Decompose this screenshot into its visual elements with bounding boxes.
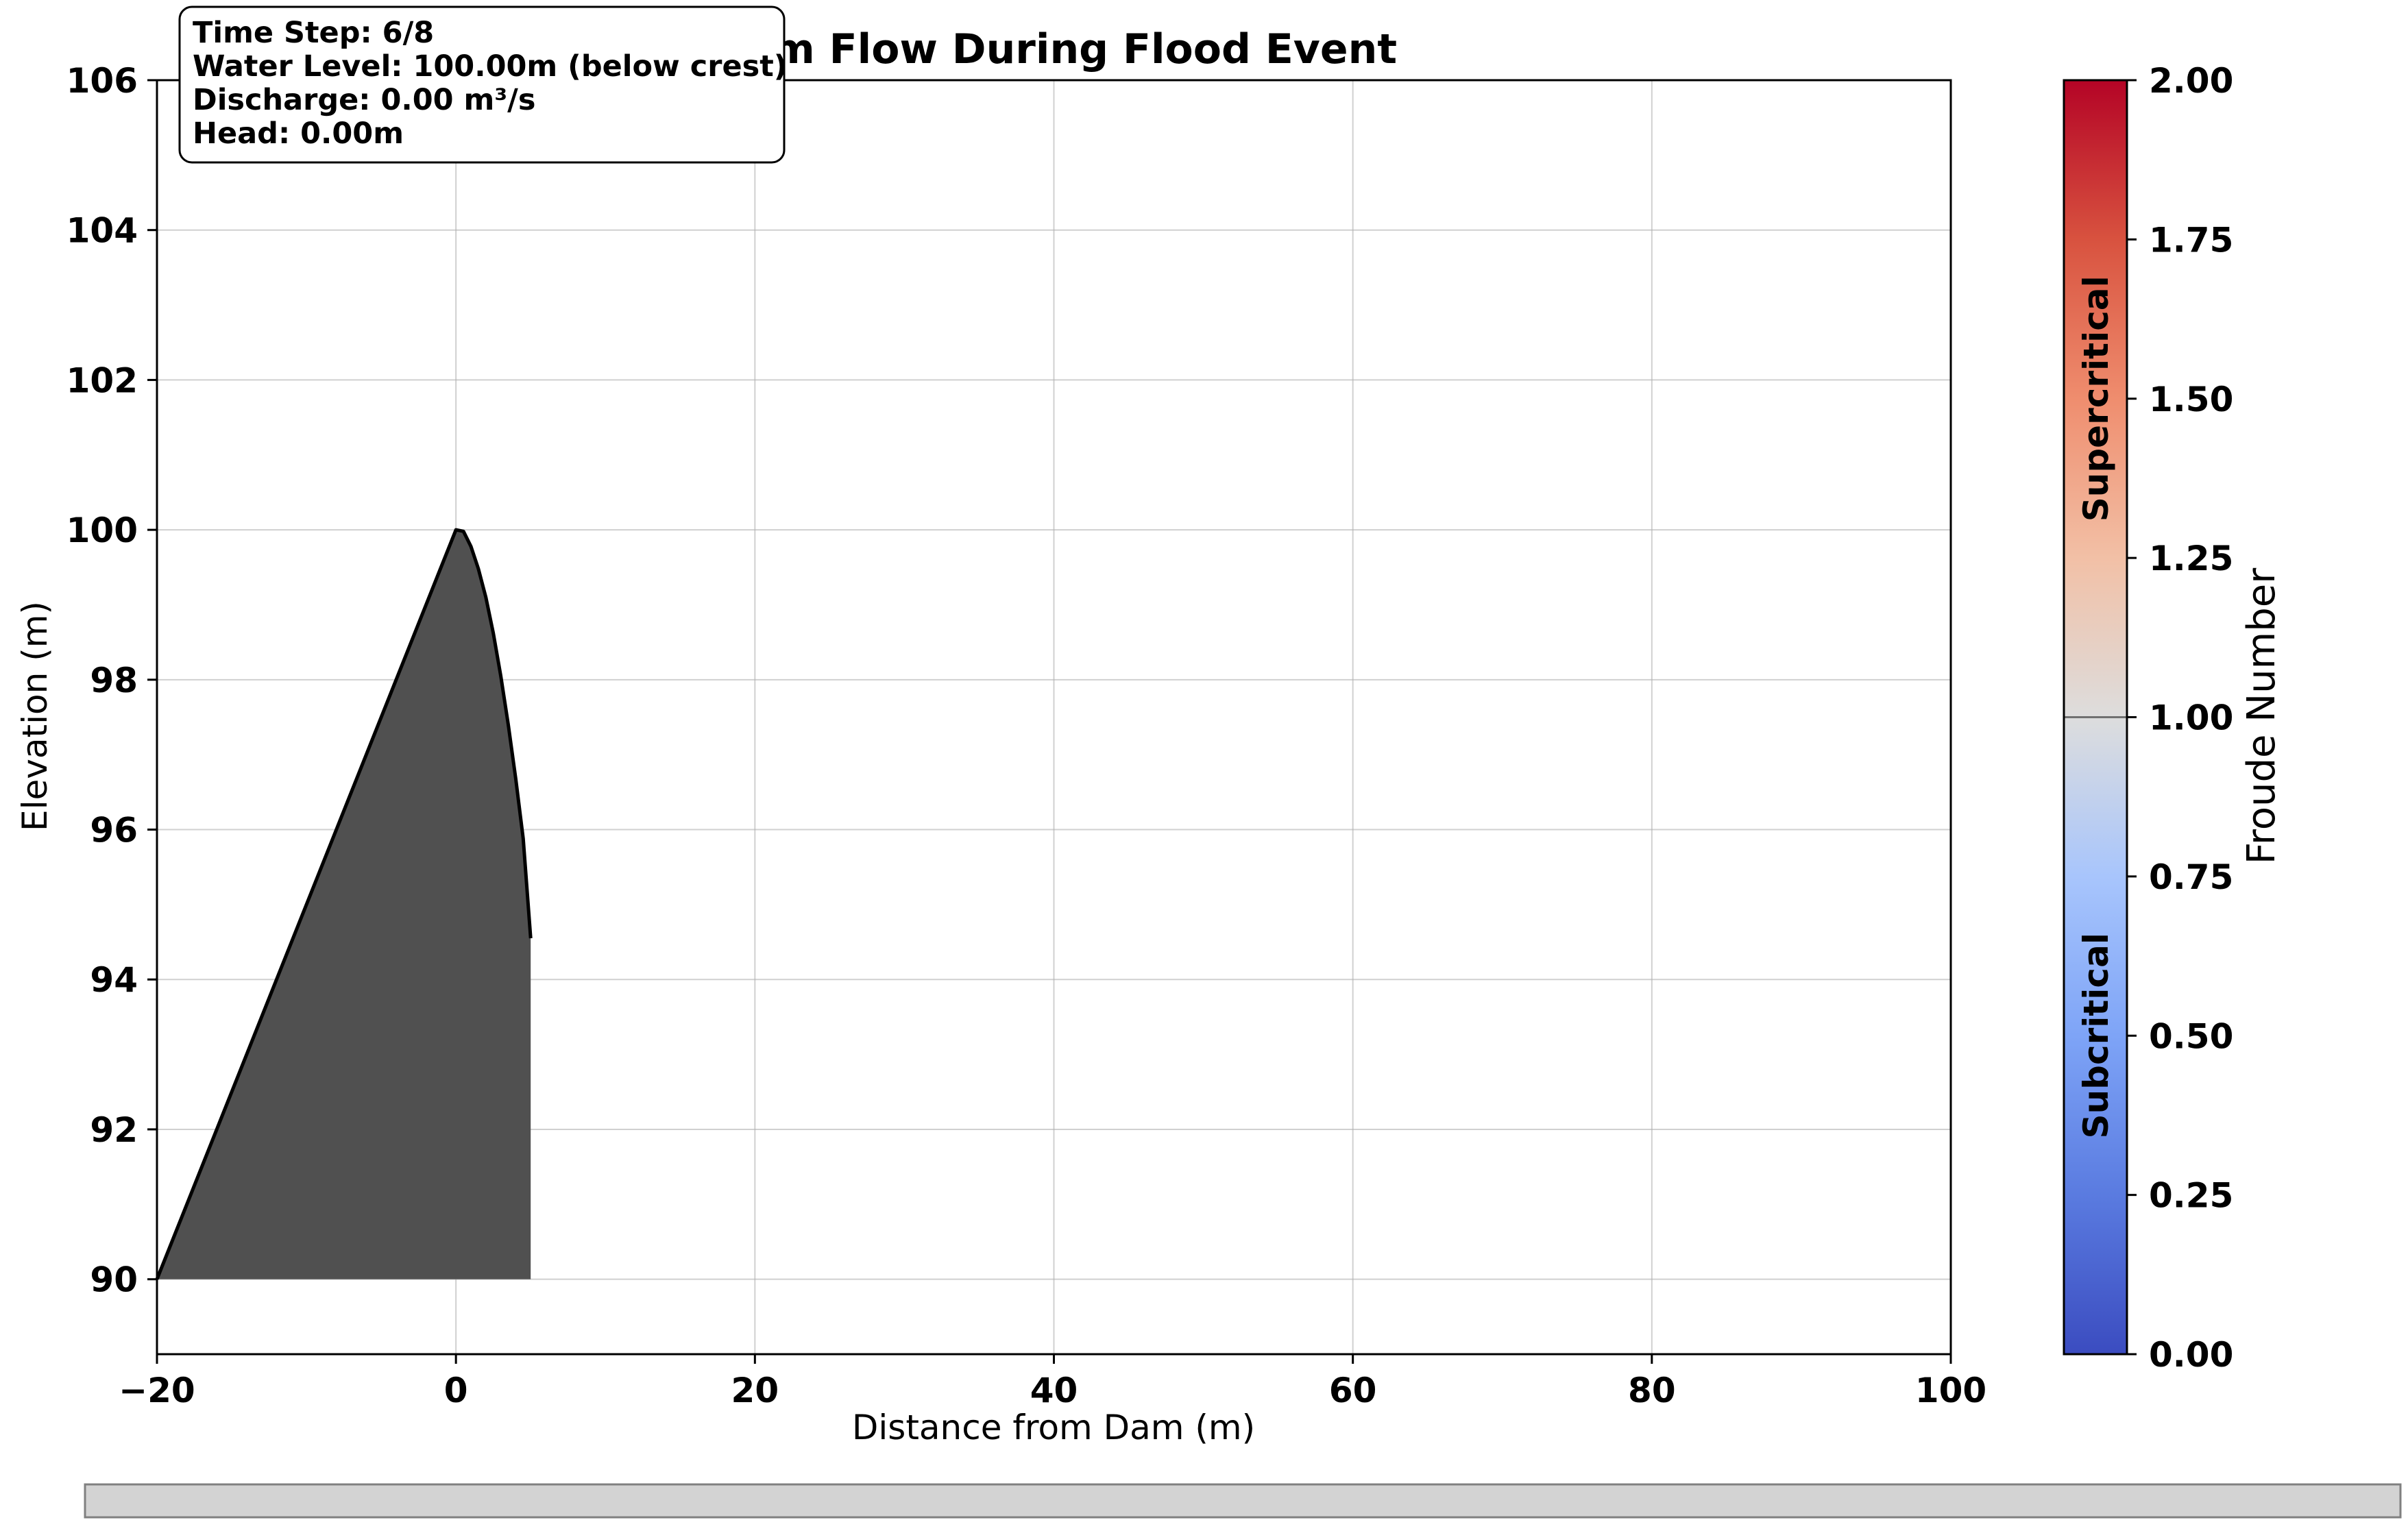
flow-regime-label: Subcritical <box>2076 933 2116 1138</box>
y-axis-label: Elevation (m) <box>15 601 55 831</box>
x-tick-label: 80 <box>1628 1371 1676 1410</box>
info-time-step: Time Step: 6/8 <box>193 16 434 50</box>
y-tick-label: 90 <box>90 1260 138 1300</box>
y-tick-label: 106 <box>66 61 138 101</box>
colorbar-tick-label: 1.75 <box>2149 220 2233 260</box>
info-water-level: Water Level: 100.00m (below crest) <box>193 49 787 84</box>
x-axis-label: Distance from Dam (m) <box>852 1408 1255 1447</box>
y-tick-label: 92 <box>90 1110 138 1150</box>
axis-ticks: −20 0 20 40 60 80 100 90 92 94 96 98 100 102 104 106 <box>66 61 1987 1410</box>
colorbar-tick-label: 2.00 <box>2149 61 2233 101</box>
slider-track[interactable] <box>84 1483 2402 1519</box>
x-tick-label: −20 <box>119 1371 195 1410</box>
colorbar-tick-label: 0.00 <box>2149 1335 2233 1375</box>
x-tick-label: 100 <box>1915 1371 1986 1410</box>
data-layer <box>155 528 533 1280</box>
y-tick-label: 102 <box>66 360 138 400</box>
chart-title: Dam Flow During Flood Event <box>710 25 1397 73</box>
x-tick-label: 60 <box>1329 1371 1377 1410</box>
colorbar-ticks: 0.00 0.25 0.50 0.75 1.00 1.25 1.50 1.75 2.00 Subc… <box>2064 61 2233 1375</box>
colorbar-tick-label: 0.50 <box>2149 1016 2233 1056</box>
info-box: Time Step: 6/8 Water Level: 100.00m (bel… <box>178 5 787 164</box>
flow-regime-label: Supercritical <box>2076 275 2116 522</box>
colorbar-frame <box>2063 79 2128 1356</box>
colorbar-label: Froude Number <box>2239 567 2284 864</box>
dam-body <box>157 530 531 1279</box>
colorbar-tick-label: 0.75 <box>2149 857 2233 897</box>
info-box-frame <box>178 5 786 164</box>
y-tick-label: 98 <box>90 661 138 700</box>
colorbar-tick-label: 0.25 <box>2149 1176 2233 1216</box>
x-tick-label: 0 <box>444 1371 468 1410</box>
y-tick-label: 94 <box>90 960 138 1000</box>
info-head: Head: 0.00m <box>193 117 404 151</box>
colorbar-tick-label: 1.25 <box>2149 539 2233 578</box>
y-tick-label: 100 <box>66 511 138 550</box>
colorbar-tick-label: 1.00 <box>2149 698 2233 738</box>
dam-outline <box>155 528 533 1280</box>
x-tick-label: 20 <box>731 1371 779 1410</box>
y-tick-label: 96 <box>90 811 138 850</box>
time-slider[interactable] <box>84 1483 2402 1519</box>
x-tick-label: 40 <box>1030 1371 1078 1410</box>
y-tick-label: 104 <box>66 211 138 251</box>
colorbar: 0.00 0.25 0.50 0.75 1.00 1.25 1.50 1.75 2.00 Subc… <box>2063 61 2284 1375</box>
info-discharge: Discharge: 0.00 m³/s <box>193 83 535 117</box>
colorbar-tick-label: 1.50 <box>2149 380 2233 419</box>
